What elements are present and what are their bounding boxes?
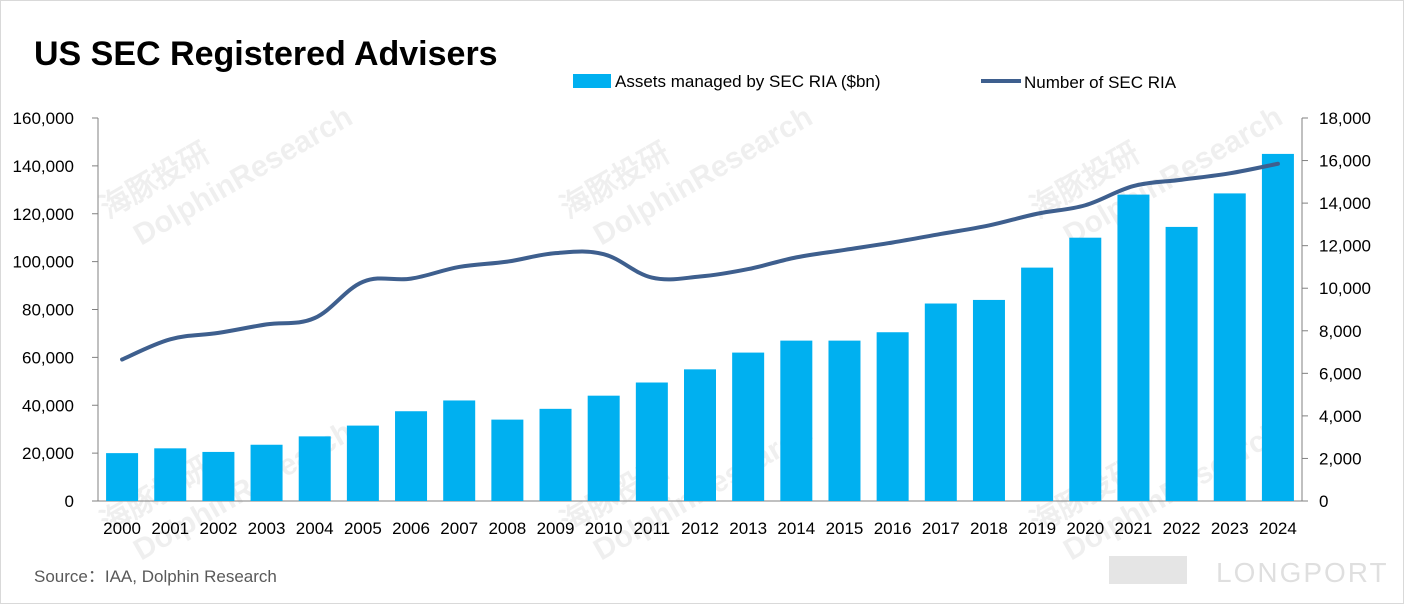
x-tick-label: 2002 xyxy=(199,519,237,538)
bar xyxy=(1166,227,1198,501)
right-tick-label: 10,000 xyxy=(1319,279,1371,298)
bar xyxy=(636,383,668,501)
bar xyxy=(588,396,620,501)
left-tick-label: 0 xyxy=(65,492,74,511)
x-tick-label: 2022 xyxy=(1163,519,1201,538)
x-tick-label: 2014 xyxy=(777,519,815,538)
bar xyxy=(925,304,957,501)
x-tick-label: 2005 xyxy=(344,519,382,538)
bar xyxy=(877,332,909,501)
x-tick-label: 2010 xyxy=(585,519,623,538)
left-tick-label: 80,000 xyxy=(22,301,74,320)
bar xyxy=(780,341,812,501)
x-tick-label: 2020 xyxy=(1066,519,1104,538)
bar xyxy=(540,409,572,501)
right-tick-label: 12,000 xyxy=(1319,237,1371,256)
chart-title: US SEC Registered Advisers xyxy=(34,35,498,73)
left-tick-label: 40,000 xyxy=(22,396,74,415)
right-axis-ticks: 0 2,000 4,000 6,000 8,000 10,000 12,000 14,000 1… xyxy=(1319,109,1371,511)
bar xyxy=(1117,195,1149,501)
bar xyxy=(443,400,475,501)
legend: Assets managed by SEC RIA ($bn) Number o… xyxy=(573,72,1177,92)
x-tick-label: 2000 xyxy=(103,519,141,538)
x-tick-label: 2018 xyxy=(970,519,1008,538)
bar xyxy=(732,353,764,501)
bar xyxy=(106,453,138,501)
watermark-logo-text: LONGPORT xyxy=(1216,557,1389,588)
x-tick-label: 2011 xyxy=(634,519,671,538)
right-tick-label: 14,000 xyxy=(1319,194,1371,213)
bar xyxy=(1262,154,1294,501)
watermark-logo-mark xyxy=(1109,556,1187,584)
right-tick-label: 16,000 xyxy=(1319,152,1371,171)
x-tick-label: 2009 xyxy=(537,519,575,538)
right-tick-label: 6,000 xyxy=(1319,364,1362,383)
x-tick-label: 2001 xyxy=(151,519,189,538)
bar xyxy=(395,411,427,501)
x-tick-label: 2007 xyxy=(440,519,478,538)
legend-line-label: Number of SEC RIA xyxy=(1024,73,1177,92)
x-tick-label: 2003 xyxy=(248,519,286,538)
bar xyxy=(347,426,379,501)
x-tick-label: 2013 xyxy=(729,519,767,538)
legend-bar-swatch xyxy=(573,74,611,88)
x-tick-label: 2008 xyxy=(488,519,526,538)
right-tick-label: 2,000 xyxy=(1319,449,1362,468)
right-tick-label: 8,000 xyxy=(1319,322,1362,341)
x-tick-label: 2017 xyxy=(922,519,960,538)
bar xyxy=(202,452,234,501)
bar xyxy=(154,448,186,501)
x-tick-label: 2015 xyxy=(826,519,864,538)
bar xyxy=(684,369,716,501)
x-tick-label: 2004 xyxy=(296,519,334,538)
bar xyxy=(251,445,283,501)
left-tick-label: 140,000 xyxy=(13,157,74,176)
right-tick-label: 0 xyxy=(1319,492,1328,511)
bar xyxy=(973,300,1005,501)
left-tick-label: 120,000 xyxy=(13,205,74,224)
legend-bar-label: Assets managed by SEC RIA ($bn) xyxy=(615,72,881,91)
left-tick-label: 100,000 xyxy=(13,253,74,272)
left-tick-label: 160,000 xyxy=(13,109,74,128)
x-tick-label: 2023 xyxy=(1211,519,1249,538)
bar xyxy=(1021,268,1053,501)
bar xyxy=(299,436,331,501)
left-axis-ticks: 0 20,000 40,000 60,000 80,000 100,000 120,000 1… xyxy=(13,109,74,511)
x-tick-label: 2016 xyxy=(874,519,912,538)
x-tick-label: 2019 xyxy=(1018,519,1056,538)
right-tick-label: 18,000 xyxy=(1319,109,1371,128)
bar xyxy=(491,420,523,501)
source-note: Source：IAA, Dolphin Research xyxy=(34,567,277,586)
bar xyxy=(1069,238,1101,501)
bar xyxy=(1214,193,1246,501)
left-tick-label: 20,000 xyxy=(22,444,74,463)
bar xyxy=(828,341,860,501)
x-tick-label: 2024 xyxy=(1259,519,1297,538)
x-tick-label: 2021 xyxy=(1115,519,1153,538)
x-tick-label: 2006 xyxy=(392,519,430,538)
x-axis-ticks: 2000 2001 2002 2003 2004 2005 2006 2007 2008 2009… xyxy=(103,519,1297,538)
right-tick-label: 4,000 xyxy=(1319,407,1362,426)
left-tick-label: 60,000 xyxy=(22,348,74,367)
x-tick-label: 2012 xyxy=(681,519,719,538)
